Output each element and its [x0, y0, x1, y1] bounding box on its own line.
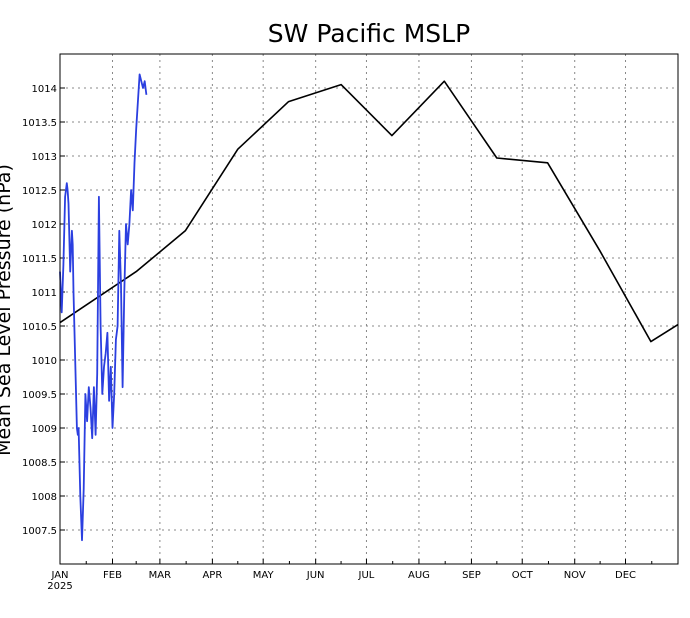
x-tick-label: JUL — [358, 570, 375, 581]
y-axis-label: Mean Sea Level Pressure (hPa) — [0, 164, 15, 456]
x-tick-label: MAY — [253, 570, 275, 581]
y-tick-label: 1011 — [32, 288, 57, 299]
y-tick-label: 1010.5 — [22, 322, 57, 333]
x-tick-label: SEP — [462, 570, 481, 581]
observed-2025-line — [59, 73, 148, 542]
y-tick-label: 1009 — [32, 424, 57, 435]
y-tick-label: 1013 — [32, 152, 57, 163]
climatology-line — [59, 80, 679, 343]
y-tick-label: 1007.5 — [22, 526, 57, 537]
y-tick-label: 1011.5 — [22, 254, 57, 265]
x-tick-label: AUG — [408, 570, 430, 581]
y-tick-label: 1009.5 — [22, 390, 57, 401]
x-tick-label: DEC — [615, 570, 636, 581]
y-tick-label: 1013.5 — [22, 118, 57, 129]
x-tick-label: APR — [202, 570, 222, 581]
x-tick-label: JUN — [306, 570, 325, 581]
grid — [60, 54, 678, 564]
x-tick-label: JAN — [50, 570, 68, 581]
x-tick-label: NOV — [564, 570, 586, 581]
x-tick-label: MAR — [149, 570, 171, 581]
y-tick-label: 1008.5 — [22, 458, 57, 469]
y-tick-label: 1010 — [32, 356, 57, 367]
y-tick-label: 1012.5 — [22, 186, 57, 197]
chart-title: SW Pacific MSLP — [268, 19, 470, 48]
x-tick-label: OCT — [512, 570, 534, 581]
y-tick-label: 1014 — [32, 84, 57, 95]
y-tick-label: 1008 — [32, 492, 57, 503]
axis-ticks: 1007.5 1008 1008.5 1009 1009.5 1010 1010.5 1011… — [22, 84, 653, 581]
x-tick-label: FEB — [103, 570, 122, 581]
series-lines — [59, 73, 679, 542]
y-tick-label: 1012 — [32, 220, 57, 231]
year-label: 2025 — [47, 581, 72, 592]
plot-frame — [59, 53, 679, 565]
